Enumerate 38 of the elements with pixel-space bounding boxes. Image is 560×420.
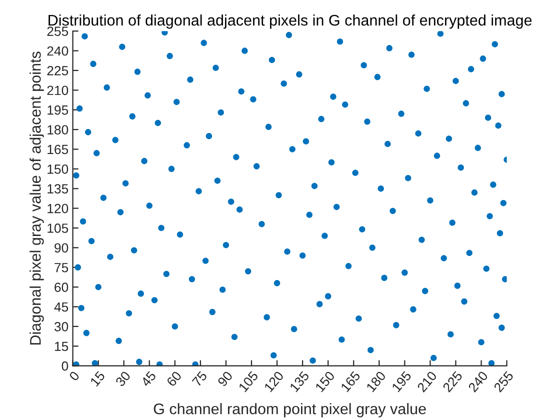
- y-tick-label: 135: [48, 184, 68, 194]
- x-tick-label: 30: [115, 370, 131, 388]
- y-tick-label: 105: [48, 224, 68, 233]
- x-tick-label: 15: [90, 370, 106, 387]
- y-tick-label: 225: [47, 66, 68, 76]
- x-tick-label: 210: [416, 370, 438, 393]
- x-tick-label: 225: [442, 370, 463, 393]
- y-tick-label: 30: [54, 322, 68, 332]
- y-axis-title: Diagonal pixel gray value of adjacent points: [30, 52, 44, 345]
- x-tick-label: 90: [217, 370, 234, 387]
- y-tick-label: 240: [47, 46, 68, 56]
- x-tick-label: 180: [366, 370, 386, 392]
- x-tick-label: 165: [340, 370, 361, 392]
- y-tick-label: 75: [54, 263, 68, 272]
- y-tick-label: 180: [48, 125, 68, 134]
- x-tick-label: 75: [192, 370, 208, 387]
- y-tick-label: 0: [62, 361, 68, 371]
- y-tick-label: 90: [54, 243, 68, 253]
- y-tick-label: 165: [48, 144, 68, 154]
- y-tick-label: 15: [54, 342, 68, 352]
- x-tick-label: 135: [289, 370, 310, 392]
- x-tick-label: 60: [166, 370, 182, 387]
- x-tick-label: 120: [264, 370, 284, 392]
- y-tick-label: 210: [47, 86, 68, 96]
- x-tick-label: 255: [493, 370, 514, 393]
- y-tick-label: 150: [48, 164, 68, 174]
- y-tick-label: 120: [48, 204, 68, 214]
- x-axis-title: G channel random point pixel gray value: [154, 403, 426, 418]
- y-tick-label: 195: [48, 105, 68, 115]
- x-tick-label: 150: [314, 370, 336, 392]
- y-tick-label: 255: [47, 26, 68, 36]
- x-tick-label: 105: [238, 370, 259, 392]
- y-tick-label: 60: [54, 282, 68, 292]
- y-tick-label: 45: [54, 302, 68, 312]
- x-tick-label: 195: [391, 370, 412, 392]
- x-tick-label: 240: [468, 370, 488, 393]
- x-tick-label: 0: [68, 370, 80, 382]
- x-tick-label: 45: [140, 370, 156, 388]
